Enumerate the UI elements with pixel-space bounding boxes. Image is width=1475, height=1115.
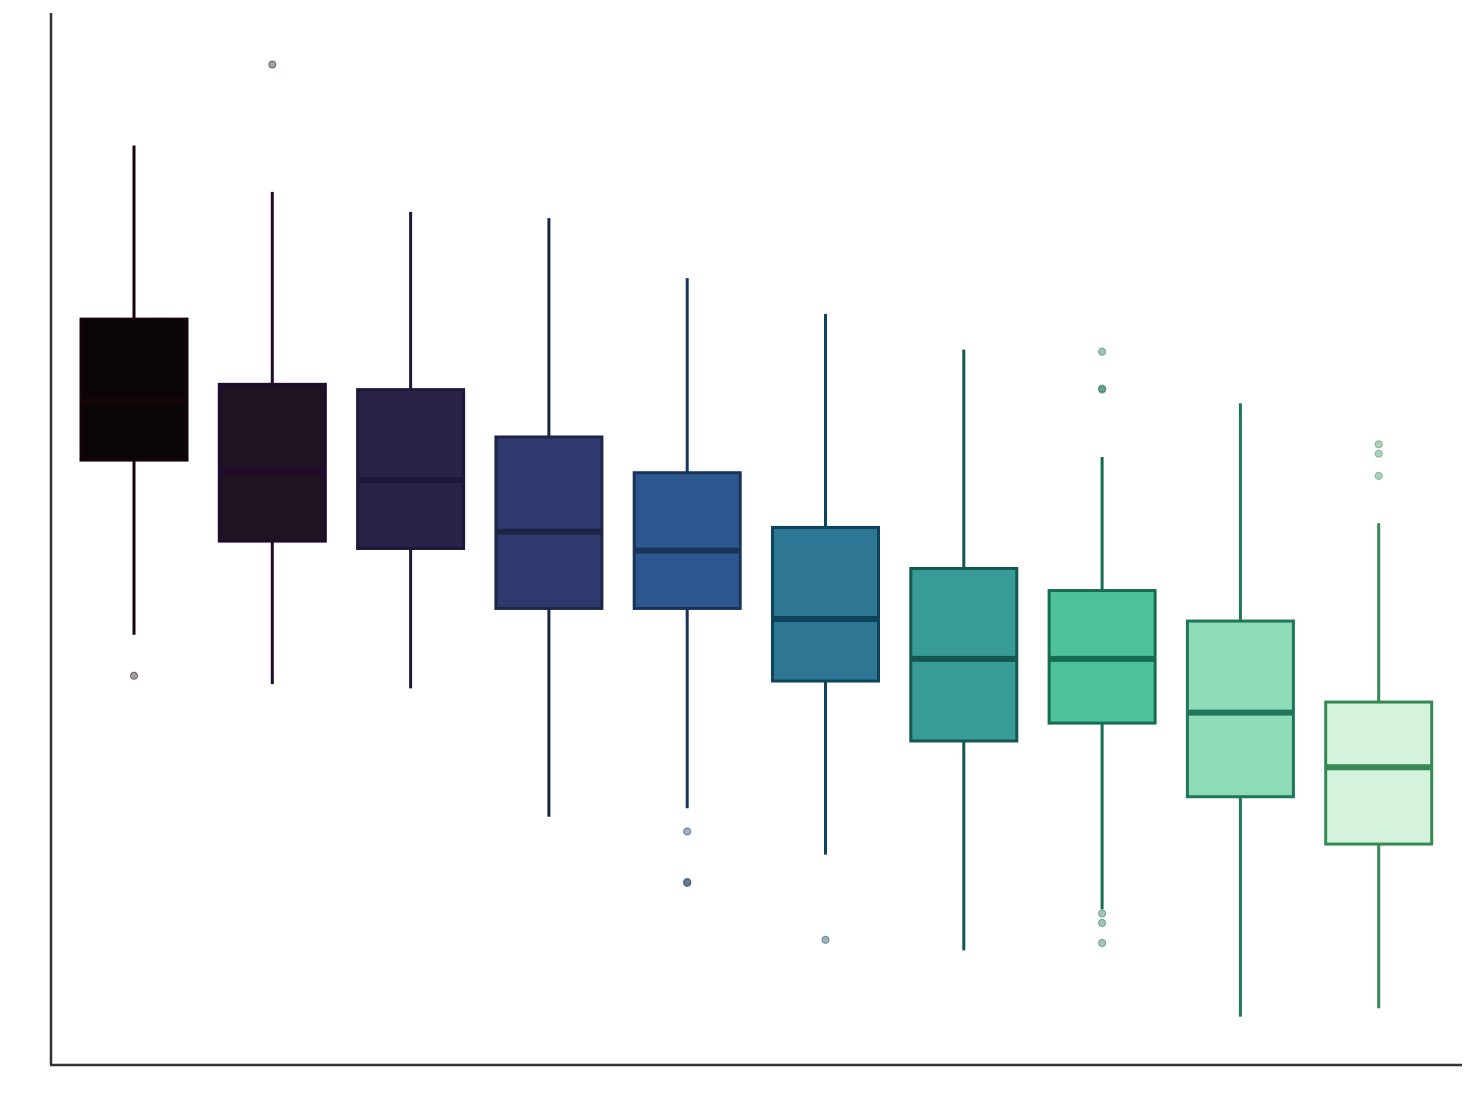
outlier-point: [129, 671, 139, 680]
outlier-point: [1098, 347, 1107, 356]
iqr-box: [1324, 700, 1434, 846]
iqr-box: [494, 435, 604, 610]
box-group-5: [632, 278, 742, 888]
box-group-9: [1185, 403, 1295, 1017]
box-group-1: [79, 145, 189, 680]
boxes-layer: [79, 60, 1434, 1017]
iqr-box: [217, 382, 327, 543]
outlier-point: [1098, 909, 1107, 918]
outlier-point: [1374, 471, 1383, 480]
box-group-6: [771, 313, 880, 944]
box-group-8: [1047, 347, 1157, 948]
box-group-2: [217, 60, 327, 685]
outlier-point: [683, 878, 692, 888]
box-group-3: [356, 211, 466, 689]
iqr-box: [79, 317, 189, 462]
outlier-point: [1374, 440, 1383, 449]
iqr-box: [909, 566, 1019, 743]
outlier-point: [1098, 385, 1107, 394]
outlier-point: [1098, 918, 1107, 928]
iqr-box: [356, 388, 466, 550]
iqr-box: [771, 525, 880, 683]
outlier-point: [1374, 449, 1383, 458]
outlier-point: [1098, 938, 1107, 948]
iqr-box: [632, 471, 742, 610]
box-group-7: [909, 349, 1019, 951]
outlier-point: [268, 60, 277, 69]
outlier-point: [821, 935, 830, 944]
box-group-10: [1324, 440, 1434, 1009]
iqr-box: [1185, 619, 1295, 799]
box-group-4: [494, 218, 604, 817]
outlier-point: [683, 827, 692, 836]
